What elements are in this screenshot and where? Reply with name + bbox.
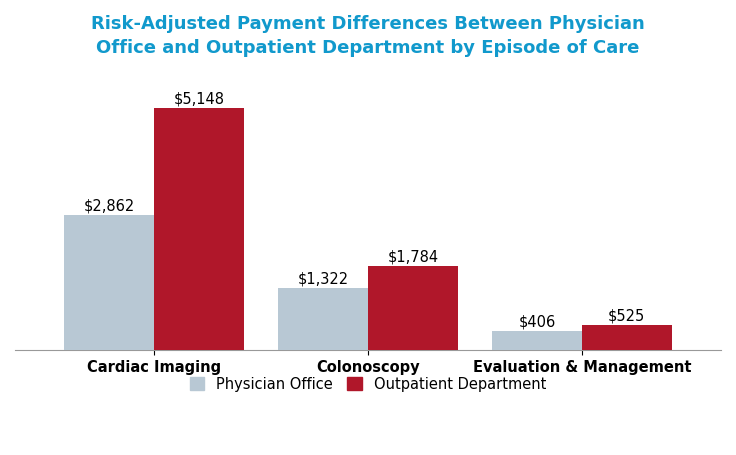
Bar <box>368 267 458 350</box>
Text: $525: $525 <box>608 308 645 323</box>
Bar <box>154 109 244 350</box>
Bar <box>64 216 154 350</box>
Text: $1,784: $1,784 <box>387 249 439 264</box>
Bar <box>492 331 582 350</box>
Legend: Physician Office, Outpatient Department: Physician Office, Outpatient Department <box>183 369 553 399</box>
Bar <box>582 325 672 350</box>
Text: $5,148: $5,148 <box>174 91 224 106</box>
Text: $406: $406 <box>518 313 556 329</box>
Title: Risk-Adjusted Payment Differences Between Physician
Office and Outpatient Depart: Risk-Adjusted Payment Differences Betwee… <box>91 15 645 56</box>
Bar <box>278 288 368 350</box>
Text: $2,862: $2,862 <box>83 198 135 213</box>
Text: $1,322: $1,322 <box>297 271 349 285</box>
